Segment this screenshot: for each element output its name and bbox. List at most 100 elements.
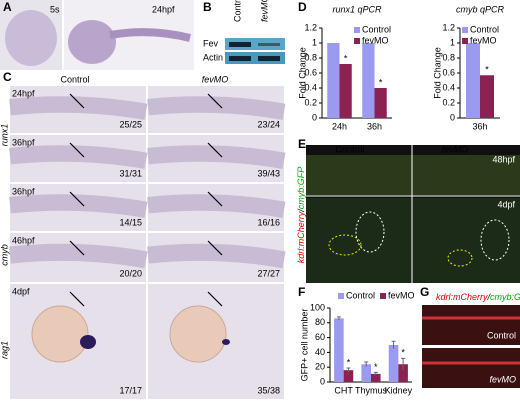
error-bar <box>336 316 341 320</box>
arrow <box>207 291 223 307</box>
y-tick-label: 100 <box>310 302 325 312</box>
arrow <box>69 142 85 158</box>
count: 17/17 <box>119 385 142 395</box>
outline <box>355 211 385 253</box>
arrow <box>207 191 223 207</box>
column-label: fevMO <box>442 144 469 154</box>
count: 39/43 <box>257 168 280 178</box>
legend-label: Control <box>362 24 391 34</box>
bar <box>374 88 387 118</box>
stage: 48hpf <box>492 154 515 164</box>
band <box>258 43 280 46</box>
y-tick-label: 1.2 <box>304 22 317 32</box>
y-axis-label: GFP+ cell number <box>299 309 309 382</box>
annotation: * <box>401 348 405 358</box>
count: 27/27 <box>257 268 280 278</box>
legend-swatch <box>380 293 386 299</box>
photo-band <box>306 198 520 283</box>
x-tick-label: 36h <box>472 121 487 131</box>
y-tick-label: 0 <box>450 112 455 122</box>
legend-part: cmyb:GFP <box>490 292 520 302</box>
legend-part: kdrl:mCherry <box>436 292 488 302</box>
panel-label: D <box>298 0 307 14</box>
error-bar <box>391 340 396 349</box>
embryo <box>68 20 116 64</box>
legend-label: fevMO <box>470 35 497 45</box>
embryo-trunk <box>9 145 148 169</box>
embryo-trunk <box>147 243 286 269</box>
y-tick-label: 0.4 <box>304 82 317 92</box>
annotation: * <box>344 53 348 63</box>
bar <box>339 64 352 118</box>
bar <box>362 43 375 118</box>
y-tick-label: 0.6 <box>442 67 455 77</box>
y-tick-label: 80 <box>315 317 325 327</box>
legend-label: fevMO <box>362 35 389 45</box>
y-axis-label: Fold Change <box>432 47 442 99</box>
panel-label: F <box>298 285 305 299</box>
y-tick-label: 0 <box>320 376 325 386</box>
error-bar <box>346 367 351 373</box>
error-bar <box>373 371 378 376</box>
column-label: fevMO <box>259 0 269 22</box>
bar <box>388 345 399 382</box>
arrow <box>69 291 85 307</box>
y-tick-label: 0.6 <box>304 67 317 77</box>
outline <box>447 249 473 267</box>
embryo-trunk <box>147 96 286 120</box>
y-axis-label: Fold Change <box>297 47 307 99</box>
x-tick-label: 36h <box>367 121 382 131</box>
band <box>258 56 280 61</box>
y-tick-label: 1 <box>312 37 317 47</box>
arrow <box>69 191 85 207</box>
bar <box>334 318 344 382</box>
y-tick-label: 0 <box>312 112 317 122</box>
row-label: fevMO <box>489 374 516 384</box>
annotation: * <box>347 357 351 367</box>
stage: 46hpf <box>12 235 35 245</box>
column-label: Control <box>335 144 364 154</box>
embryo-trunk <box>9 243 148 269</box>
count: 25/25 <box>119 119 142 129</box>
annotation: * <box>374 362 378 372</box>
bar <box>466 43 480 118</box>
legend-part: cmyb:GFP <box>296 167 306 210</box>
legend-swatch <box>462 38 468 44</box>
column-label: Control <box>232 0 242 22</box>
legend-swatch <box>338 293 344 299</box>
y-tick-label: 60 <box>315 332 325 342</box>
stage: 36hpf <box>12 137 35 147</box>
x-tick-label: Kidney <box>385 385 413 395</box>
legend-label: Control <box>470 24 499 34</box>
eye <box>169 305 227 363</box>
bar <box>361 364 371 382</box>
error-bar <box>401 357 406 371</box>
band <box>229 56 251 61</box>
y-tick-label: 0.4 <box>442 82 455 92</box>
eye <box>31 305 89 363</box>
embryo-trunk <box>147 194 286 218</box>
y-tick-label: 0.2 <box>304 97 317 107</box>
count: 35/38 <box>257 385 280 395</box>
panel-label: G <box>420 285 429 299</box>
x-tick-label: 24h <box>332 121 347 131</box>
legend-swatch <box>462 27 468 33</box>
arrow <box>207 93 223 109</box>
legend-part: / <box>296 208 306 213</box>
y-tick-label: 20 <box>315 362 325 372</box>
annotation: * <box>485 65 489 75</box>
thymus <box>222 339 230 345</box>
legend-part: kdrl:mCherry <box>296 211 306 263</box>
gene-label: rag1 <box>0 341 9 359</box>
x-tick-label: Thymus <box>355 385 388 395</box>
photo <box>422 305 520 345</box>
column-label: fevMO <box>202 74 229 84</box>
bar <box>327 43 340 118</box>
legend: kdrl:mCherry/cmyb:GFP <box>296 167 306 264</box>
legend-swatch <box>354 27 360 33</box>
count: 31/31 <box>119 168 142 178</box>
photo-band <box>306 155 520 195</box>
embryo-trunk <box>9 194 148 218</box>
embryo-trunk <box>147 145 286 169</box>
